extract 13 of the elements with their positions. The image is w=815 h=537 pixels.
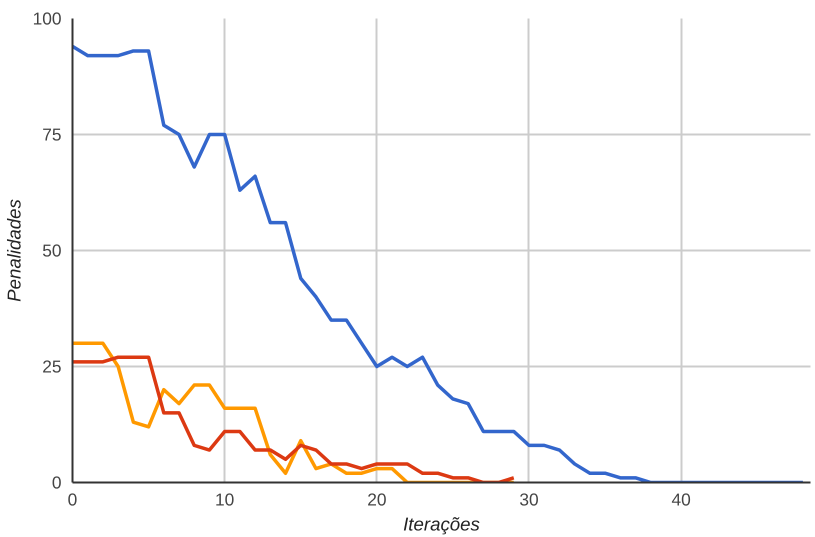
x-axis-title: Iterações	[403, 514, 480, 534]
x-tick-label: 10	[215, 490, 234, 510]
x-tick-label: 20	[367, 490, 386, 510]
x-tick-label: 30	[519, 490, 539, 510]
x-tick-label: 40	[672, 490, 691, 510]
line-series	[72, 44, 805, 482]
y-tick-label: 75	[42, 124, 62, 144]
y-tick-label: 25	[42, 356, 62, 376]
y-tick-label: 50	[42, 240, 62, 260]
x-tick-label: 0	[68, 490, 78, 510]
y-tick-label: 100	[32, 8, 62, 28]
y-axis-title: Penalidades	[4, 199, 25, 302]
y-tick-label: 0	[52, 472, 62, 492]
